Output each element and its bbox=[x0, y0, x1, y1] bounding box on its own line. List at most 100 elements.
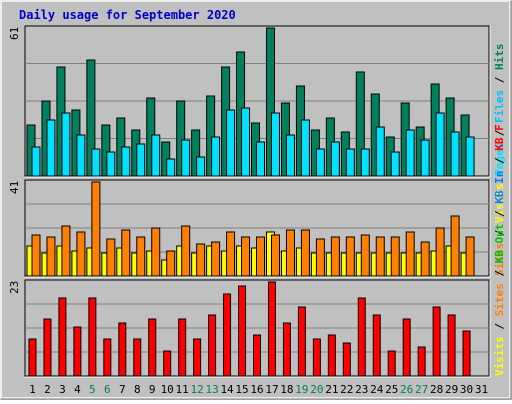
bar-kb-f-day-15 bbox=[238, 285, 247, 377]
bar-kb-f-day-25 bbox=[387, 350, 396, 377]
x-tick-label: 21 bbox=[325, 383, 338, 396]
bar-kb-f-day-3 bbox=[58, 297, 67, 377]
bar-files-day-3 bbox=[61, 112, 71, 177]
bar-sites-day-13 bbox=[211, 241, 221, 277]
x-tick-label: 5 bbox=[89, 383, 96, 396]
x-tick-label: 7 bbox=[119, 383, 126, 396]
x-tick-label: 28 bbox=[430, 383, 443, 396]
bar-kb-f-day-22 bbox=[342, 342, 351, 377]
bar-hits-day-13 bbox=[206, 95, 216, 177]
bar-files-day-17 bbox=[270, 112, 280, 177]
bar-sites-day-28 bbox=[435, 227, 445, 277]
bar-sites-day-16 bbox=[256, 236, 266, 277]
bar-files-day-20 bbox=[315, 148, 325, 177]
bar-files-day-16 bbox=[256, 141, 266, 177]
bar-sites-day-6 bbox=[106, 238, 116, 277]
bar-files-day-30 bbox=[465, 136, 475, 177]
bar-files-day-5 bbox=[91, 148, 101, 177]
legend-entry: / bbox=[493, 70, 506, 90]
legend-entry: / bbox=[493, 263, 506, 283]
bar-kb-f-day-9 bbox=[148, 318, 157, 377]
x-tick-label: 29 bbox=[445, 383, 458, 396]
bar-files-day-10 bbox=[166, 158, 176, 177]
bar-kb-f-day-16 bbox=[253, 334, 261, 377]
x-tick-label: 20 bbox=[310, 383, 323, 396]
legend-entry: / bbox=[493, 151, 506, 171]
bar-files-day-21 bbox=[330, 141, 340, 177]
bar-files-day-12 bbox=[196, 156, 206, 177]
bar-sites-day-8 bbox=[136, 236, 146, 277]
x-tick-label: 24 bbox=[370, 383, 384, 396]
bar-hits-day-17 bbox=[265, 27, 275, 177]
legend-entry: KB F bbox=[493, 124, 506, 151]
bar-kb-f-day-29 bbox=[447, 314, 456, 377]
bar-kb-f-day-30 bbox=[462, 330, 471, 377]
bar-sites-day-22 bbox=[345, 236, 355, 277]
bar-sites-day-18 bbox=[285, 229, 295, 277]
bar-sites-day-15 bbox=[241, 236, 251, 277]
legend-entry: Visits bbox=[493, 183, 506, 223]
x-tick-label: 23 bbox=[355, 383, 368, 396]
bar-files-day-18 bbox=[285, 134, 295, 177]
legend-entry: / bbox=[493, 123, 506, 143]
bar-files-day-22 bbox=[345, 148, 355, 177]
bar-files-day-29 bbox=[450, 131, 460, 177]
bar-files-day-2 bbox=[46, 119, 56, 177]
bar-sites-day-30 bbox=[465, 236, 475, 277]
chart-title: Daily usage for September 2020 bbox=[19, 8, 236, 22]
panel-max-label: 23 bbox=[8, 281, 21, 294]
bar-hits-day-11 bbox=[176, 100, 186, 177]
bar-sites-day-21 bbox=[330, 236, 340, 277]
x-tick-label: 2 bbox=[44, 383, 51, 396]
bar-sites-day-26 bbox=[405, 231, 415, 277]
legend-entry: / bbox=[493, 204, 506, 224]
bar-files-day-8 bbox=[136, 143, 146, 177]
bar-sites-day-20 bbox=[315, 238, 325, 277]
bar-files-day-15 bbox=[241, 107, 251, 177]
bar-sites-day-4 bbox=[76, 231, 86, 277]
bar-hits-day-23 bbox=[355, 71, 365, 177]
legend-entry: Hits bbox=[493, 44, 506, 71]
x-tick-label: 15 bbox=[235, 383, 248, 396]
bar-sites-day-10 bbox=[166, 250, 176, 277]
bar-kb-f-day-23 bbox=[357, 297, 366, 377]
bar-sites-day-24 bbox=[375, 236, 385, 277]
bar-sites-day-29 bbox=[450, 215, 460, 277]
bar-files-day-28 bbox=[435, 112, 445, 177]
x-tick-label: 31 bbox=[475, 383, 488, 396]
bar-kb-f-day-17 bbox=[267, 281, 276, 377]
bar-sites-day-14 bbox=[226, 231, 236, 277]
bar-sites-day-23 bbox=[360, 234, 370, 277]
bar-kb-f-day-14 bbox=[223, 293, 232, 377]
x-tick-label: 6 bbox=[104, 383, 111, 396]
x-tick-label: 22 bbox=[340, 383, 353, 396]
panel-max-label: 41 bbox=[8, 181, 21, 194]
legend-entry: Visits bbox=[493, 336, 506, 376]
panel-legend: Pages / Files / Hits bbox=[493, 44, 506, 177]
bar-files-day-14 bbox=[226, 109, 236, 177]
x-tick-label: 25 bbox=[385, 383, 398, 396]
legend-entry: KB In bbox=[493, 171, 506, 204]
bar-sites-day-5 bbox=[91, 181, 101, 277]
x-axis-labels: 1 2 3 4 5 6 7 8 9 10 11 12 13 14 15 16 17 18 19 20 21 22 23 24 2… bbox=[29, 383, 488, 396]
legend-entry: / bbox=[493, 316, 506, 336]
bar-kb-f-day-24 bbox=[372, 314, 381, 377]
bar-sites-day-9 bbox=[151, 227, 161, 277]
x-tick-label: 3 bbox=[59, 383, 66, 396]
bar-kb-f-day-12 bbox=[193, 338, 202, 377]
bar-files-day-27 bbox=[420, 139, 430, 177]
bar-kb-f-day-13 bbox=[208, 314, 217, 377]
bar-files-day-23 bbox=[360, 148, 370, 177]
panel-visits_sites: 41 Sites / Visits bbox=[8, 179, 506, 278]
bar-files-day-24 bbox=[375, 126, 385, 177]
x-tick-label: 16 bbox=[250, 383, 263, 396]
bar-kb-f-day-8 bbox=[133, 338, 142, 377]
bar-kb-f-day-5 bbox=[88, 297, 97, 377]
bar-kb-f-day-19 bbox=[297, 306, 306, 377]
x-tick-label: 1 bbox=[29, 383, 36, 396]
bar-files-day-4 bbox=[76, 134, 86, 177]
bar-files-day-26 bbox=[405, 129, 415, 177]
